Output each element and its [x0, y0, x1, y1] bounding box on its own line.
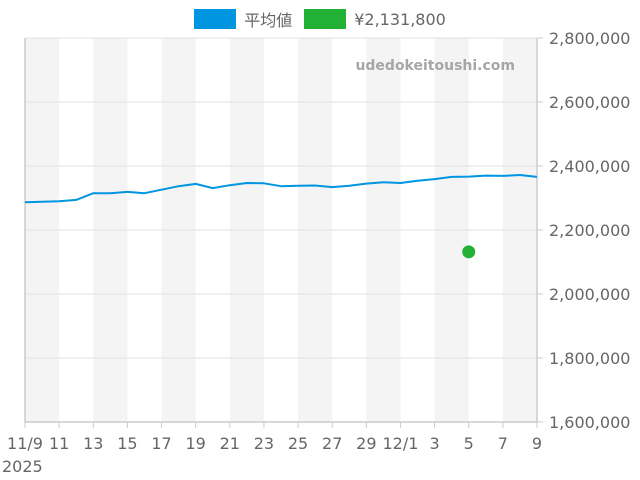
- x-tick-label: 5: [464, 434, 474, 453]
- x-tick-label: 21: [220, 434, 240, 453]
- year-label: 2025: [2, 457, 43, 476]
- x-axis-labels: 11/9 11 13 15 17 19 21 23 25 27 29 12/1 3 5 7 9 2025: [2, 422, 542, 476]
- x-tick-label: 17: [151, 434, 171, 453]
- price-point[interactable]: [462, 245, 476, 259]
- legend-label-price: ¥2,131,800: [354, 9, 446, 29]
- x-tick-label: 11: [49, 434, 69, 453]
- chart-legend: 平均値 ¥2,131,800: [0, 6, 640, 32]
- y-tick-label: 1,800,000: [549, 349, 630, 368]
- x-tick-label: 29: [356, 434, 376, 453]
- x-tick-label: 3: [430, 434, 440, 453]
- y-axis-labels: 2,800,000 2,600,000 2,400,000 2,200,000 2,00…: [537, 29, 630, 432]
- average-price-line: [24, 174, 538, 204]
- y-tick-label: 2,800,000: [549, 29, 630, 48]
- legend-swatch-average: [194, 9, 237, 29]
- x-tick-label: 23: [254, 434, 274, 453]
- x-tick-label: 27: [322, 434, 342, 453]
- x-tick-label: 7: [498, 434, 508, 453]
- legend-swatch-price: [304, 9, 347, 29]
- x-tick-label: 11/9: [7, 434, 43, 453]
- y-tick-label: 2,400,000: [549, 157, 630, 176]
- x-tick-label: 15: [117, 434, 137, 453]
- x-tick-label: 12/1: [382, 434, 418, 453]
- y-tick-label: 2,600,000: [549, 93, 630, 112]
- x-tick-label: 9: [532, 434, 542, 453]
- y-tick-label: 2,000,000: [549, 285, 630, 304]
- legend-item-price[interactable]: ¥2,131,800: [304, 9, 446, 29]
- x-tick-label: 19: [185, 434, 205, 453]
- y-tick-label: 1,600,000: [549, 413, 630, 432]
- legend-item-average[interactable]: 平均値: [194, 7, 292, 31]
- y-tick-label: 2,200,000: [549, 221, 630, 240]
- x-tick-label: 25: [288, 434, 308, 453]
- x-tick-label: 13: [83, 434, 103, 453]
- watermark: udedokeitoushi.com: [355, 58, 515, 74]
- series-layer: [24, 174, 538, 259]
- legend-label-average: 平均値: [244, 11, 293, 30]
